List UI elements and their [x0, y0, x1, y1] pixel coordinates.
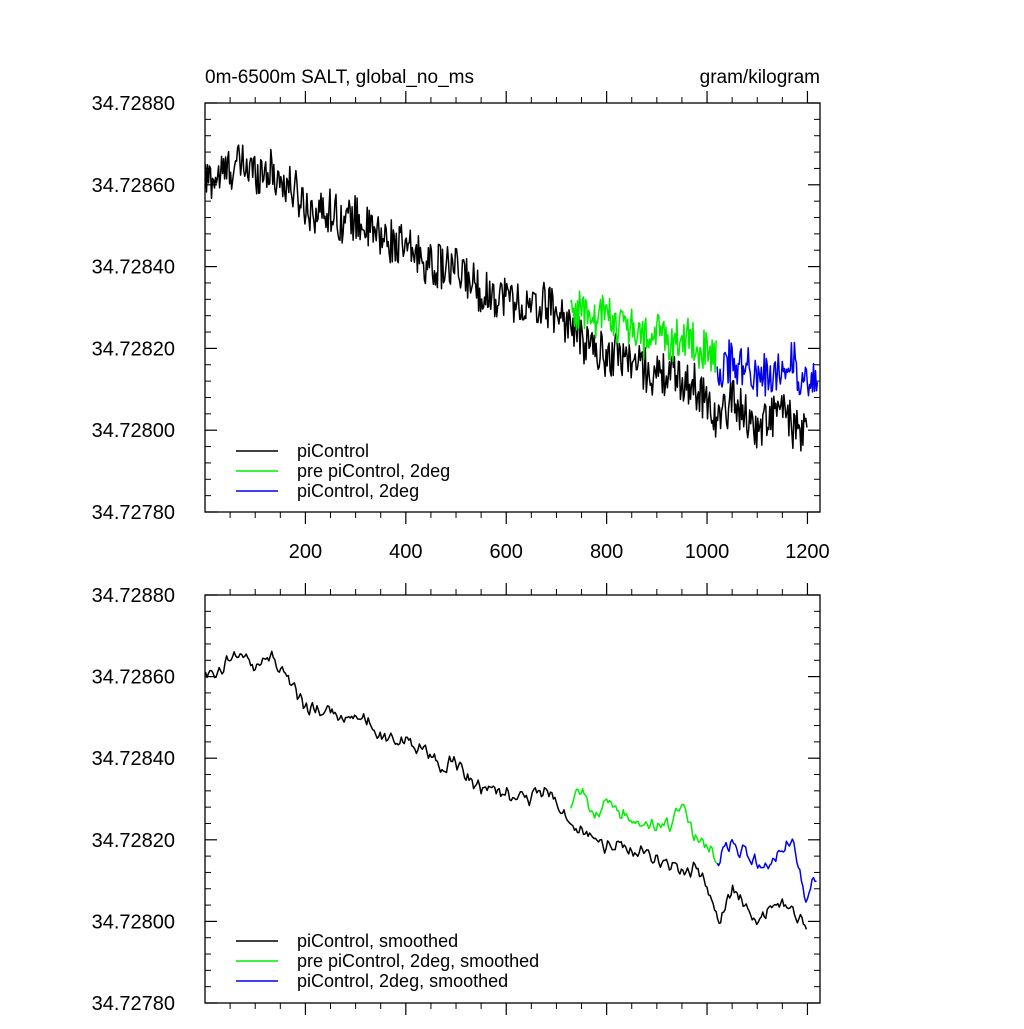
- x-tick-label: 400: [389, 541, 422, 563]
- panel-bottom: 34.72780 34.72800 34.72820 34.72840 34.72860…: [92, 583, 821, 1015]
- x-tick-label: 1000: [685, 541, 730, 563]
- x-tick-label: 200: [289, 541, 322, 563]
- chart-title: 0m-6500m SALT, global_no_ms: [205, 67, 474, 88]
- y-tick-label: 34.72840: [92, 748, 175, 770]
- y-tick-label: 34.72860: [92, 667, 175, 689]
- legend-label: piControl: [297, 441, 369, 461]
- y-tick-label: 34.72800: [92, 911, 175, 933]
- x-tick-label: 800: [590, 541, 623, 563]
- series-line-3: [716, 339, 819, 397]
- y-tick-label: 34.72880: [92, 585, 175, 607]
- legend-label: piControl, 2deg, smoothed: [297, 971, 508, 991]
- y-tick-label: 34.72840: [92, 257, 175, 279]
- y-tick-label: 34.72780: [92, 993, 175, 1015]
- chart-units: gram/kilogram: [700, 67, 820, 88]
- series-line-1: [204, 144, 808, 452]
- y-tick-label: 34.72820: [92, 338, 175, 360]
- legend-label: pre piControl, 2deg, smoothed: [297, 951, 539, 971]
- x-tick-label: 600: [490, 541, 523, 563]
- series-line-3: [716, 838, 817, 903]
- y-tick-label: 34.72820: [92, 830, 175, 852]
- series-line-2: [569, 787, 718, 864]
- y-tick-label: 34.72880: [92, 93, 175, 115]
- legend-label: piControl, 2deg: [297, 481, 419, 501]
- x-tick-label: 1200: [785, 541, 830, 563]
- y-tick-label: 34.72800: [92, 420, 175, 442]
- y-tick-label: 34.72780: [92, 502, 175, 524]
- plot-frame: [204, 594, 821, 1004]
- plot-frame: [204, 102, 821, 513]
- y-tick-label: 34.72860: [92, 175, 175, 197]
- panel-top: 0m-6500m SALT, global_no_ms gram/kilogra…: [92, 67, 830, 563]
- legend-label: pre piControl, 2deg: [297, 461, 450, 481]
- legend-label: piControl, smoothed: [297, 931, 458, 951]
- series-line-1: [204, 650, 808, 930]
- series-line-2: [569, 290, 718, 373]
